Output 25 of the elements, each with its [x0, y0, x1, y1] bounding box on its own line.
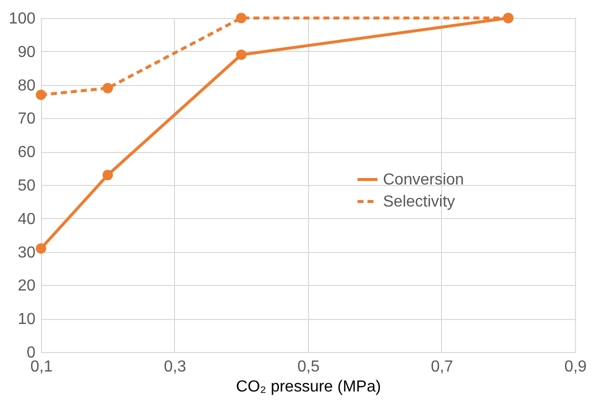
- point: [36, 90, 46, 100]
- y-tick-label: 40: [18, 210, 36, 228]
- y-tick-label: 0: [26, 344, 36, 362]
- y-tick-label: 60: [18, 144, 36, 162]
- point: [36, 243, 46, 254]
- y-tick-label: 70: [18, 110, 36, 128]
- point: [236, 50, 246, 60]
- y-tick-label: 20: [18, 278, 36, 295]
- x-tick-label: 0,3: [164, 358, 186, 376]
- legend-label: Conversion: [383, 172, 464, 188]
- point: [102, 82, 113, 94]
- x-tick-label: 0,1: [30, 358, 53, 376]
- y-tick-label: 50: [18, 178, 36, 194]
- y-tick-label: 30: [18, 244, 36, 262]
- x-tick-label: 0,5: [297, 358, 320, 376]
- point: [236, 12, 246, 24]
- legend-label: Selectivity: [383, 194, 456, 210]
- y-tick-label: 10: [18, 311, 36, 328]
- x-tick-label: 0,9: [564, 358, 587, 376]
- x-axis-title: CO₂ pressure (MPa): [236, 378, 381, 396]
- y-tick-label: 90: [18, 44, 36, 61]
- y-tick-label: 100: [8, 10, 36, 28]
- y-tick-label: 80: [18, 77, 36, 94]
- point: [102, 170, 113, 180]
- x-tick-label: 0,7: [430, 358, 454, 376]
